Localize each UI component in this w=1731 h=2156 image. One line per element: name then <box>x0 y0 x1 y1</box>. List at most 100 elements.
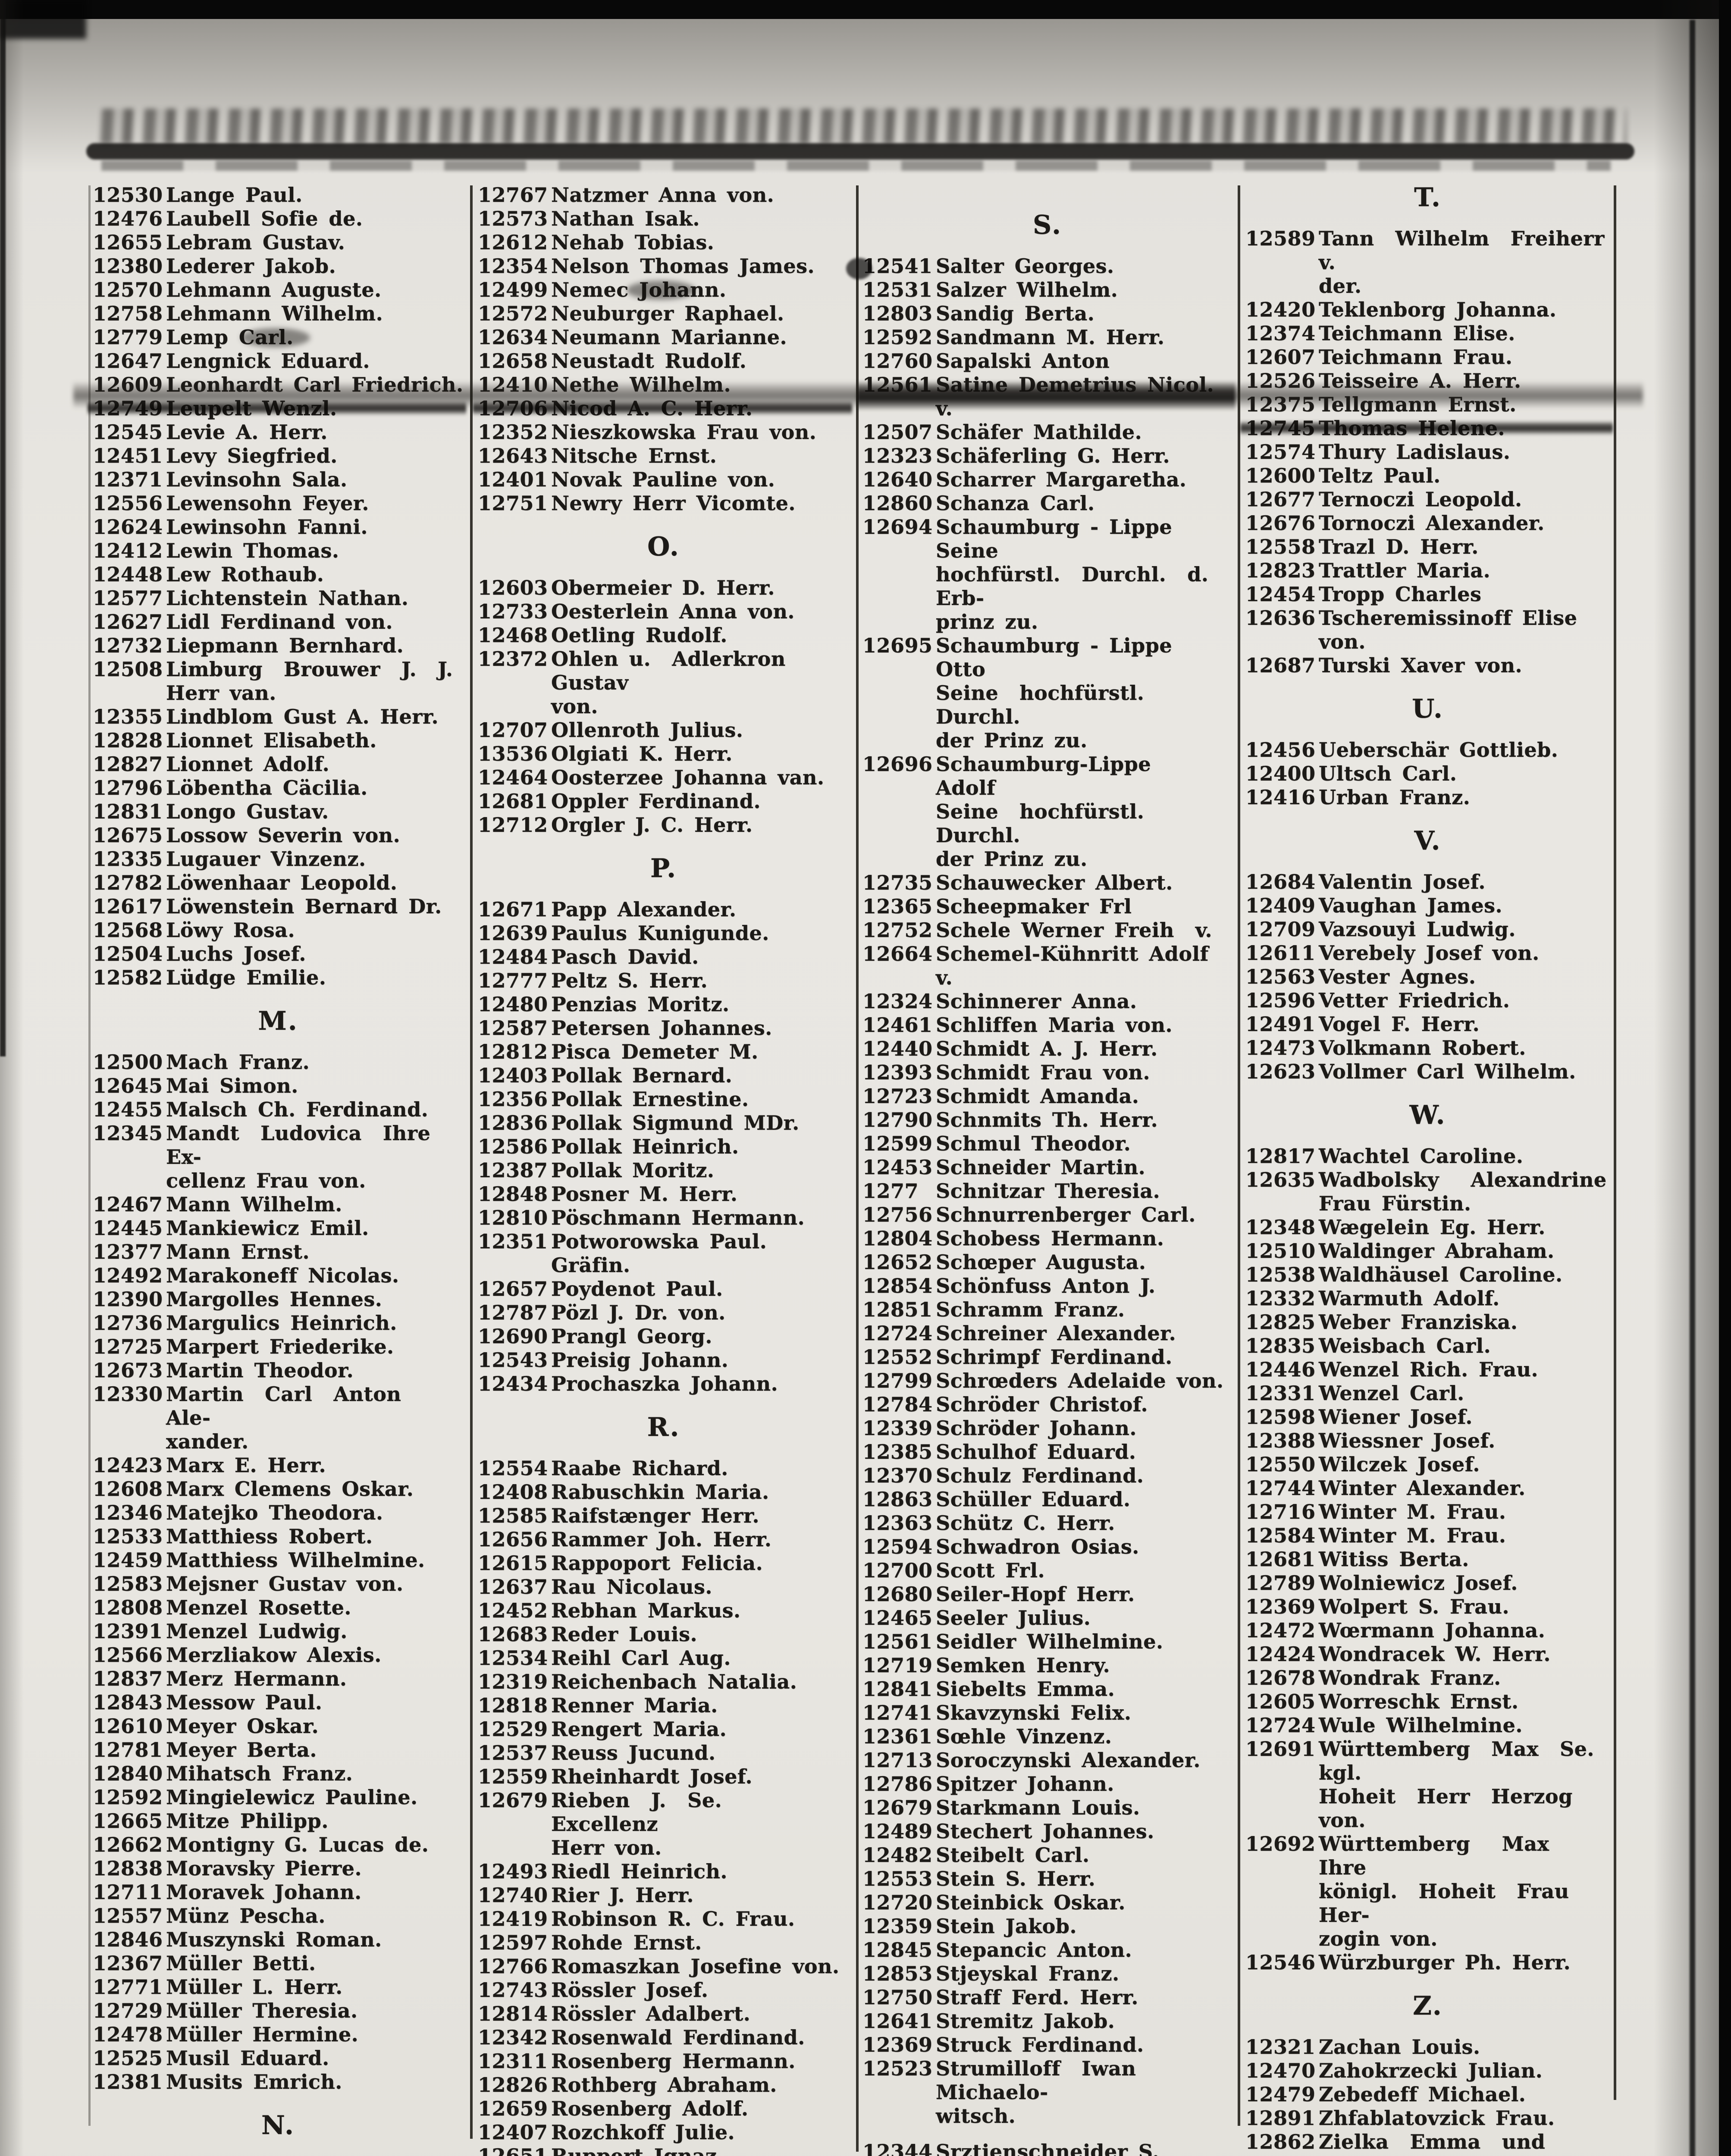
entry-number: 12408 <box>478 1480 548 1504</box>
entry-number: 12492 <box>93 1264 163 1287</box>
entry-name: Wondrak Franz. <box>1319 1666 1501 1689</box>
entry-number: 12750 <box>862 1986 933 2009</box>
entry-number: 12641 <box>862 2009 933 2033</box>
entry-name: Löwenstein Bernard Dr. <box>166 895 442 918</box>
entry-name: Nathan Isak. <box>551 207 700 230</box>
section-header-r: R. <box>647 1412 680 1442</box>
entry-name: Nitsche Ernst. <box>551 444 717 467</box>
entry-name: Müller L. Herr. <box>166 1975 343 1999</box>
entry-name: Neustadt Rudolf. <box>551 349 747 373</box>
register-entry: 12543 Preisig Johann. <box>478 1348 850 1372</box>
entry-name: Schmul Theodor. <box>936 1132 1131 1155</box>
register-entry: 12563 Vester Agnes. <box>1245 965 1610 989</box>
entry-name: Zielka Emma und Alma Fräuleins. <box>1319 2130 1546 2156</box>
register-entry: 12841 Siebelts Emma. <box>862 1677 1232 1701</box>
entry-number: 12559 <box>478 1765 548 1788</box>
entry-number: 12369 <box>862 2033 933 2056</box>
entry-name: Trazl D. Herr. <box>1319 535 1479 558</box>
entry-name: Newry Herr Vicomte. <box>551 492 796 515</box>
register-entry: 12706 Nicod A. C. Herr. <box>478 397 850 420</box>
entry-number: 12808 <box>93 1596 163 1619</box>
entry-number: 12680 <box>862 1583 933 1606</box>
entry-name: Vollmer Carl Wilhelm. <box>1319 1060 1576 1083</box>
register-entry: 12692 Württemberg Max Ihre königl. Hoheit… <box>1245 1832 1610 1951</box>
entry-number: 12825 <box>1245 1310 1316 1334</box>
entry-number: 12420 <box>1245 298 1316 321</box>
register-entry: 12740 Rier J. Herr. <box>478 1883 850 1907</box>
entry-name: Schemel-Kühnritt Adolf v. <box>936 942 1220 989</box>
entry-number: 12451 <box>93 444 163 467</box>
register-entry: 12608 Marx Clemens Oskar. <box>93 1477 464 1501</box>
entry-name: Schaumburg-Lippe Adolf Seine hochfürstl.… <box>936 752 1151 871</box>
register-entry: 12561 Seidler Wilhelmine. <box>862 1630 1232 1654</box>
entry-number: 12319 <box>478 1670 548 1693</box>
register-entry: 12758 Lehmann Wilhelm. <box>93 302 464 326</box>
register-entry: 12375 Tellgmann Ernst. <box>1245 393 1610 417</box>
entry-number: 12570 <box>93 278 163 301</box>
register-entry: 12655 Lebram Gustav. <box>93 231 464 254</box>
entry-name: Schröder Christof. <box>936 1393 1148 1416</box>
entry-name: Pöschmann Hermann. <box>551 1206 805 1229</box>
register-entry: 12468 Oetling Rudolf. <box>478 624 850 647</box>
entry-name: Srztienschnejder S. Herr. <box>936 2140 1160 2156</box>
entry-name: Natzmer Anna von. <box>551 183 775 207</box>
entry-name: Matthiess Wilhelmine. <box>166 1548 425 1572</box>
entry-name: Peltz S. Herr. <box>551 969 708 992</box>
register-entry: 12530 Lange Paul. <box>93 183 464 207</box>
entry-name: Mandt Ludovica Ihre Ex- cellenz Frau von… <box>166 1122 431 1192</box>
register-entry: 12311 Rosenberg Hermann. <box>478 2049 850 2073</box>
entry-number: 12393 <box>862 1061 933 1084</box>
register-section: U. 12456 Ueberschär Gottlieb. 12400 Ultsch C… <box>1245 696 1610 809</box>
entry-name: Schrœders Adelaide von. <box>936 1369 1224 1392</box>
register-entry: 12845 Stepancic Anton. <box>862 1938 1232 1962</box>
entry-name: Siebelts Emma. <box>936 1677 1115 1701</box>
entry-name: Laubell Sofie de. <box>166 207 363 230</box>
register-entry: 12635 Wadbolsky Alexandrine Frau Fürstin. <box>1245 1168 1610 1216</box>
register-entry: 12363 Schütz C. Herr. <box>862 1511 1232 1535</box>
entry-number: 12390 <box>93 1288 163 1311</box>
register-entry: 12592 Sandmann M. Herr. <box>862 326 1232 349</box>
entry-number: 12377 <box>93 1240 163 1263</box>
entry-number: 12355 <box>93 705 163 728</box>
entry-number: 12468 <box>478 624 548 647</box>
entry-name: Tropp Charles <box>1319 583 1482 606</box>
entry-name: Teichmann Frau. <box>1319 345 1513 369</box>
entry-name: Matejko Theodora. <box>166 1501 383 1524</box>
entry-number: 12786 <box>862 1772 933 1796</box>
entry-name: Warmuth Adolf. <box>1319 1287 1500 1310</box>
entry-name: Rozchkoff Julie. <box>551 2121 735 2144</box>
entry-number: 12700 <box>862 1559 933 1582</box>
register-entry: 12720 Steinbick Oskar. <box>862 1891 1232 1915</box>
register-entry: 12741 Skavzynski Felix. <box>862 1701 1232 1725</box>
register-entry: 12612 Nehab Tobias. <box>478 231 850 254</box>
entry-name: Teklenborg Johanna. <box>1319 298 1557 321</box>
entry-name: Waldhäusel Caroline. <box>1319 1263 1563 1286</box>
register-entry: 12534 Reihl Carl Aug. <box>478 1646 850 1670</box>
entry-name: Rothberg Abraham. <box>551 2073 777 2096</box>
entry-number: 12446 <box>1245 1358 1316 1381</box>
entry-name: Prangl Georg. <box>551 1325 712 1348</box>
register-entry: 12445 Mankiewicz Emil. <box>93 1216 464 1240</box>
register-entry: 12403 Pollak Bernard. <box>478 1064 850 1087</box>
left-margin-rule <box>88 185 91 2126</box>
entry-name: Obermeier D. Herr. <box>551 576 775 599</box>
entry-number: 12416 <box>1245 786 1316 809</box>
right-scan-border <box>1719 0 1731 2156</box>
register-entry: 12615 Rappoport Felicia. <box>478 1551 850 1575</box>
register-entry: 12609 Leonhardt Carl Friedrich. <box>93 373 464 397</box>
entry-name: Rammer Joh. Herr. <box>551 1528 772 1551</box>
register-entry: 12585 Raifstænger Herr. <box>478 1504 850 1528</box>
register-entry: 12804 Schobess Hermann. <box>862 1227 1232 1250</box>
register-entry: 12361 Sœhle Vinzenz. <box>862 1725 1232 1749</box>
register-section: 12767 Natzmer Anna von. 12573 Nathan Isak. 1… <box>478 183 850 515</box>
entry-name: Schäferling G. Herr. <box>936 444 1170 467</box>
register-entry: 12597 Rohde Ernst. <box>478 1931 850 1955</box>
entry-name: Stein Jakob. <box>936 1915 1077 1938</box>
register-entry: 12454 Tropp Charles <box>1245 583 1610 606</box>
entry-number: 12706 <box>478 397 548 420</box>
entry-name: Pasch David. <box>551 945 699 968</box>
entry-number: 12370 <box>862 1464 933 1487</box>
entry-number: 12603 <box>478 576 548 599</box>
entry-number: 12545 <box>93 420 163 444</box>
entry-name: Petersen Johannes. <box>551 1016 772 1040</box>
